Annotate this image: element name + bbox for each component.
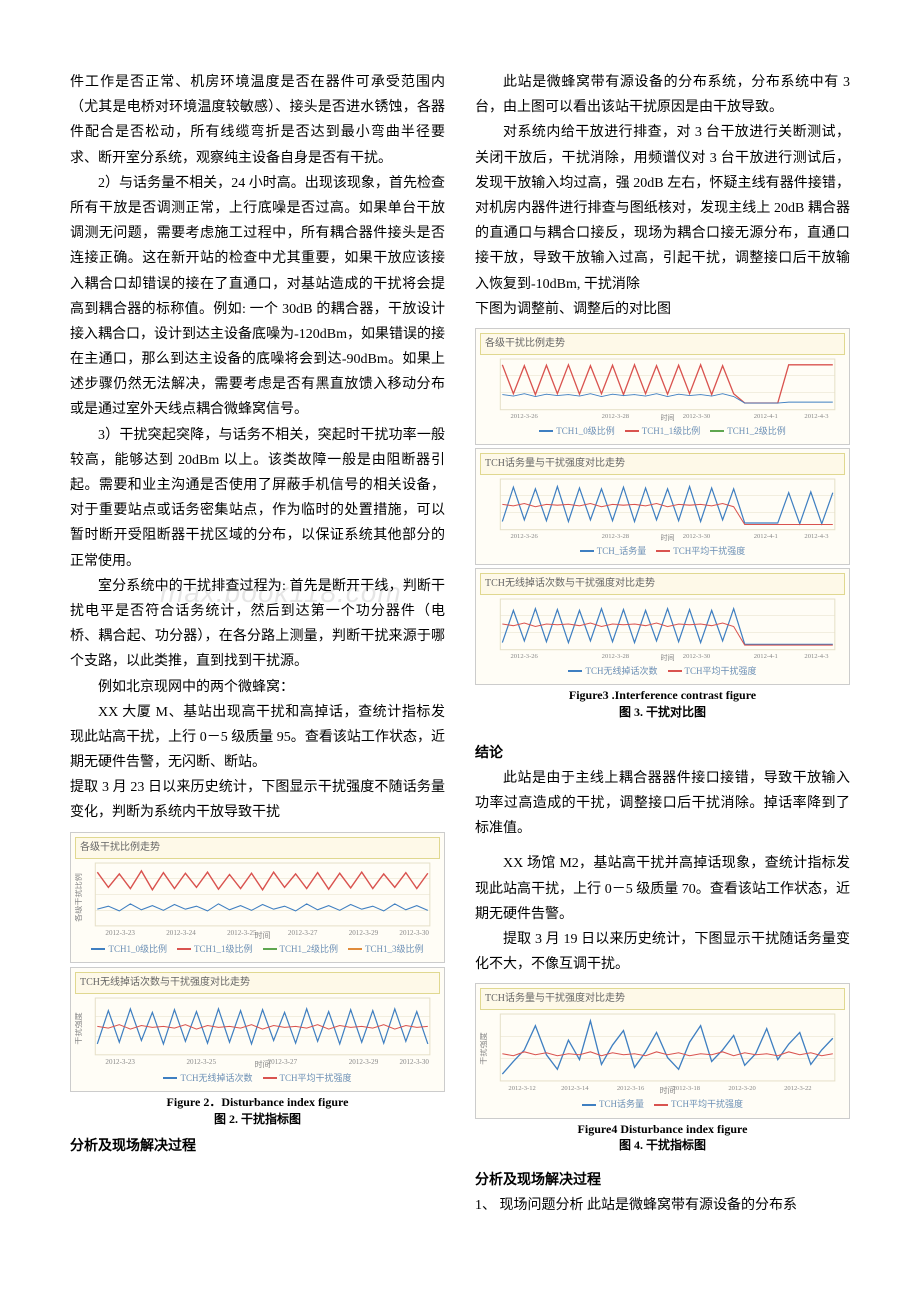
section-analysis-2: 分析及现场解决过程 [475, 1168, 850, 1193]
fig2-panel2-legend: TCH无线掉话次数 TCH平均干扰强度 [75, 1069, 440, 1087]
fig3-caption: Figure3 .Interference contrast figure 图 … [475, 687, 850, 721]
svg-text:2012-3-30: 2012-3-30 [683, 533, 711, 540]
figure-4: TCH话务量与干扰强度对比走势 时间 干扰强度 2012-3-122012-3-… [475, 983, 850, 1118]
svg-text:2012-3-30: 2012-3-30 [399, 1058, 429, 1066]
svg-text:2012-4-3: 2012-4-3 [804, 413, 829, 420]
para-r2: 对系统内给干放进行排查，对 3 台干放进行关断测试，关闭干放后，干扰消除，用频谱… [475, 120, 850, 296]
svg-text:各级干扰比例: 各级干扰比例 [75, 873, 83, 922]
fig3-panel2-title: TCH话务量与干扰强度对比走势 [480, 453, 845, 475]
left-column: 件工作是否正常、机房环境温度是否在器件可承受范围内（尤其是电桥对环境温度较敏感）… [70, 70, 445, 1219]
svg-text:2012-4-1: 2012-4-1 [754, 533, 778, 540]
svg-text:2012-3-20: 2012-3-20 [728, 1085, 756, 1092]
section-conclusion: 结论 [475, 741, 850, 766]
svg-text:2012-3-12: 2012-3-12 [508, 1085, 535, 1092]
svg-text:2012-3-23: 2012-3-23 [105, 929, 135, 937]
fig2-panel1-svg: 时间 各级干扰比例 2012-3-23 2012-3-24 2012-3-25 201… [75, 861, 440, 940]
fig4-panel-title: TCH话务量与干扰强度对比走势 [480, 988, 845, 1010]
fig2-panel1-legend: TCH1_0级比例 TCH1_1级比例 TCH1_2级比例 TCH1_3级比例 [75, 940, 440, 958]
fig3-panel3-svg: 时间 2012-3-26 2012-3-28 2012-3-30 2012-4-1 20… [480, 597, 845, 662]
svg-text:2012-3-30: 2012-3-30 [683, 653, 711, 660]
svg-text:2012-4-3: 2012-4-3 [804, 533, 829, 540]
figure-3: 各级干扰比例走势 时间 2012-3-26 2012-3-28 2012-3-30 2… [475, 328, 850, 685]
fig4-caption: Figure4 Disturbance index figure 图 4. 干扰… [475, 1121, 850, 1155]
svg-text:2012-3-24: 2012-3-24 [166, 929, 196, 937]
svg-text:时间: 时间 [660, 533, 674, 542]
para-r7: 1、 现场问题分析 此站是微蜂窝带有源设备的分布系 [475, 1193, 850, 1218]
svg-text:2012-3-26: 2012-3-26 [510, 413, 538, 420]
svg-text:2012-3-25: 2012-3-25 [187, 1058, 217, 1066]
para-l7: 提取 3 月 23 日以来历史统计，下图显示干扰强度不随话务量变化，判断为系统内… [70, 775, 445, 825]
svg-text:2012-3-27: 2012-3-27 [268, 1058, 298, 1066]
fig3-panel2-legend: TCH_话务量 TCH平均干扰强度 [480, 542, 845, 560]
two-column-layout: 件工作是否正常、机房环境温度是否在器件可承受范围内（尤其是电桥对环境温度较敏感）… [70, 70, 850, 1219]
section-analysis-1: 分析及现场解决过程 [70, 1134, 445, 1159]
svg-text:2012-3-27: 2012-3-27 [288, 929, 318, 937]
svg-text:时间: 时间 [254, 930, 270, 940]
svg-text:2012-3-16: 2012-3-16 [617, 1085, 645, 1092]
svg-text:2012-3-28: 2012-3-28 [602, 653, 630, 660]
svg-text:2012-3-29: 2012-3-29 [349, 929, 379, 937]
fig3-panel3-title: TCH无线掉话次数与干扰强度对比走势 [480, 573, 845, 595]
svg-text:2012-3-26: 2012-3-26 [510, 533, 538, 540]
svg-text:干扰强度: 干扰强度 [75, 1012, 83, 1044]
svg-text:2012-3-23: 2012-3-23 [105, 1058, 135, 1066]
fig3-panel2-svg: 时间 2012-3-26 2012-3-28 2012-3-30 2012-4-1 20… [480, 477, 845, 542]
para-r5: XX 场馆 M2，基站高干扰并高掉话现象，查统计指标发现此站高干扰，上行 0－5… [475, 851, 850, 927]
svg-text:2012-4-1: 2012-4-1 [754, 413, 778, 420]
svg-text:2012-3-29: 2012-3-29 [349, 1058, 379, 1066]
svg-text:2012-3-28: 2012-3-28 [602, 533, 630, 540]
svg-text:时间: 时间 [660, 653, 674, 662]
para-l4: 室分系统中的干扰排查过程为: 首先是断开干线，判断干扰电平是否符合话务统计，然后… [70, 574, 445, 675]
svg-text:2012-3-22: 2012-3-22 [784, 1085, 811, 1092]
fig3-panel1-legend: TCH1_0级比例 TCH1_1级比例 TCH1_2级比例 [480, 422, 845, 440]
svg-text:2012-3-30: 2012-3-30 [399, 929, 429, 937]
fig3-panel3-legend: TCH无线掉话次数 TCH平均干扰强度 [480, 662, 845, 680]
fig4-legend: TCH话务量 TCH平均干扰强度 [480, 1095, 845, 1113]
fig2-caption: Figure 2．Disturbance index figure 图 2. 干… [70, 1094, 445, 1128]
para-l6: XX 大厦 M、基站出现高干扰和高掉话，查统计指标发现此站高干扰，上行 0－5 … [70, 700, 445, 776]
fig2-panel1-title: 各级干扰比例走势 [75, 837, 440, 859]
svg-text:2012-3-26: 2012-3-26 [510, 653, 538, 660]
fig3-panel1-svg: 时间 2012-3-26 2012-3-28 2012-3-30 2012-4-1 20… [480, 357, 845, 422]
para-r4: 此站是由于主线上耦合器器件接口接错，导致干放输入功率过高造成的干扰，调整接口后干… [475, 766, 850, 842]
svg-text:2012-3-30: 2012-3-30 [683, 413, 711, 420]
figure-2: 各级干扰比例走势 时间 各级干扰比例 2012-3-23 2012-3-24 201… [70, 832, 445, 1092]
para-l1: 件工作是否正常、机房环境温度是否在器件可承受范围内（尤其是电桥对环境温度较敏感）… [70, 70, 445, 171]
fig2-panel2-svg: 时间 干扰强度 2012-3-232012-3-252012-3-272012-… [75, 996, 440, 1069]
svg-text:2012-3-25: 2012-3-25 [227, 929, 257, 937]
para-l2: 2）与话务量不相关，24 小时高。出现该现象，首先检查所有干放是否调测正常，上行… [70, 171, 445, 423]
para-l3: 3）干扰突起突降，与话务不相关，突起时干扰功率一般较高，能够达到 20dBm 以… [70, 423, 445, 574]
svg-text:2012-3-28: 2012-3-28 [602, 413, 630, 420]
para-l5: 例如北京现网中的两个微蜂窝： [70, 675, 445, 700]
svg-text:时间: 时间 [660, 413, 674, 422]
svg-text:干扰强度: 干扰强度 [480, 1033, 488, 1065]
svg-text:2012-3-18: 2012-3-18 [673, 1085, 701, 1092]
para-r1: 此站是微蜂窝带有源设备的分布系统，分布系统中有 3 台，由上图可以看出该站干扰原… [475, 70, 850, 120]
right-column: 此站是微蜂窝带有源设备的分布系统，分布系统中有 3 台，由上图可以看出该站干扰原… [475, 70, 850, 1219]
svg-text:2012-3-14: 2012-3-14 [561, 1085, 589, 1092]
fig2-panel2-title: TCH无线掉话次数与干扰强度对比走势 [75, 972, 440, 994]
fig4-svg: 时间 干扰强度 2012-3-122012-3-142012-3-162012-… [480, 1012, 845, 1095]
para-r3: 下图为调整前、调整后的对比图 [475, 297, 850, 322]
svg-text:2012-4-1: 2012-4-1 [754, 653, 778, 660]
svg-text:2012-4-3: 2012-4-3 [804, 653, 829, 660]
fig3-panel1-title: 各级干扰比例走势 [480, 333, 845, 355]
para-r6: 提取 3 月 19 日以来历史统计，下图显示干扰随话务量变化不大，不像互调干扰。 [475, 927, 850, 977]
